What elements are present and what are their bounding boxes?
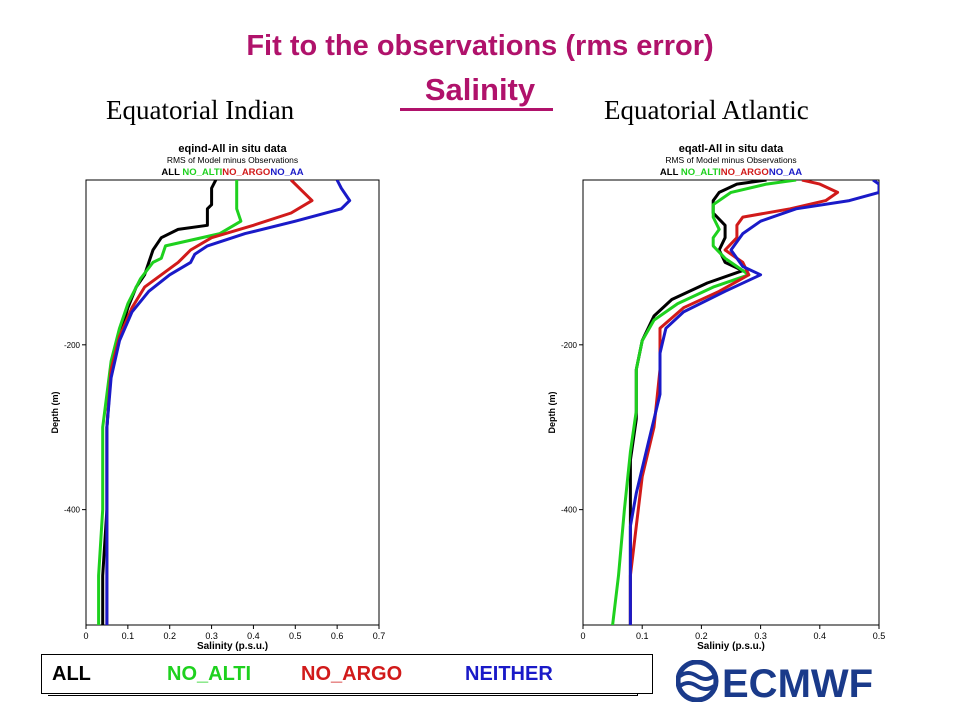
y-tick-label: -200	[64, 341, 81, 350]
series-line-no-aa	[105, 180, 352, 625]
legend-item-no-alti: NO_ALTI	[167, 663, 252, 685]
ecmwf-logo-text: ECMWF	[722, 662, 873, 702]
x-tick-label: 0.5	[289, 631, 302, 641]
y-axis-label: Depth (m)	[50, 392, 60, 434]
chart-inline-legend: ALL NO_ALTINO_ARGONO_AA	[161, 167, 303, 178]
chart-subtitle: RMS of Model minus Observations	[167, 155, 298, 165]
chart-inline-legend: ALL NO_ALTINO_ARGONO_AA	[660, 167, 802, 178]
x-tick-label: 0	[580, 631, 585, 641]
x-tick-label: 0.1	[636, 631, 649, 641]
x-tick-label: 0.3	[205, 631, 218, 641]
x-tick-label: 0.4	[814, 631, 827, 641]
x-tick-label: 0.2	[163, 631, 176, 641]
ecmwf-logo-wave-icon	[676, 660, 719, 702]
x-tick-label: 0.1	[122, 631, 135, 641]
series-line-all	[628, 180, 767, 625]
inline-legend-no-aa: NO_AA	[769, 167, 802, 178]
x-axis-label: Salinity (p.s.u.)	[197, 641, 268, 652]
y-tick-label: -400	[64, 506, 81, 515]
inline-legend-no-argo: NO_ARGO	[222, 167, 270, 178]
x-tick-label: 0.3	[754, 631, 767, 641]
inline-legend-no-alti: NO_ALTI	[182, 167, 222, 178]
x-tick-label: 0.2	[695, 631, 708, 641]
series-line-no-argo	[628, 180, 840, 625]
panel-title-indian: Equatorial Indian	[106, 95, 295, 125]
x-tick-label: 0	[83, 631, 88, 641]
chart-subtitle: RMS of Model minus Observations	[665, 155, 796, 165]
plot-frame	[582, 179, 880, 626]
inline-legend-no-aa: NO_AA	[270, 167, 303, 178]
y-tick-label: -400	[561, 506, 578, 515]
slide-subtitle: Salinity	[424, 72, 536, 107]
inline-legend-all: ALL	[660, 167, 681, 178]
series-line-no-alti	[611, 180, 797, 625]
x-tick-label: 0.4	[247, 631, 260, 641]
inline-legend-all: ALL	[161, 167, 182, 178]
ecmwf-logo: ECMWF	[676, 660, 873, 702]
inline-legend-no-argo: NO_ARGO	[721, 167, 769, 178]
y-axis-label: Depth (m)	[547, 392, 557, 434]
slide-title: Fit to the observations (rms error)	[246, 30, 714, 62]
y-tick-label: -200	[561, 341, 578, 350]
x-tick-label: 0.6	[331, 631, 344, 641]
chart-title: eqind-All in situ data	[178, 143, 287, 155]
series-line-no-aa	[628, 180, 879, 625]
legend-item-no-argo: NO_ARGO	[301, 663, 403, 685]
legend-box	[41, 654, 653, 694]
plot-frame	[85, 179, 380, 626]
x-tick-label: 0.7	[373, 631, 386, 641]
chart-title: eqatl-All in situ data	[679, 143, 784, 155]
legend-item-all: ALL	[52, 663, 91, 685]
legend-item-neither: NEITHER	[465, 663, 553, 685]
subtitle-underline	[400, 108, 553, 111]
inline-legend-no-alti: NO_ALTI	[681, 167, 721, 178]
x-axis-label: Saliniy (p.s.u.)	[697, 641, 765, 652]
x-tick-label: 0.5	[873, 631, 886, 641]
panel-title-atlantic: Equatorial Atlantic	[604, 95, 809, 125]
series-line-no-alti	[97, 180, 243, 625]
